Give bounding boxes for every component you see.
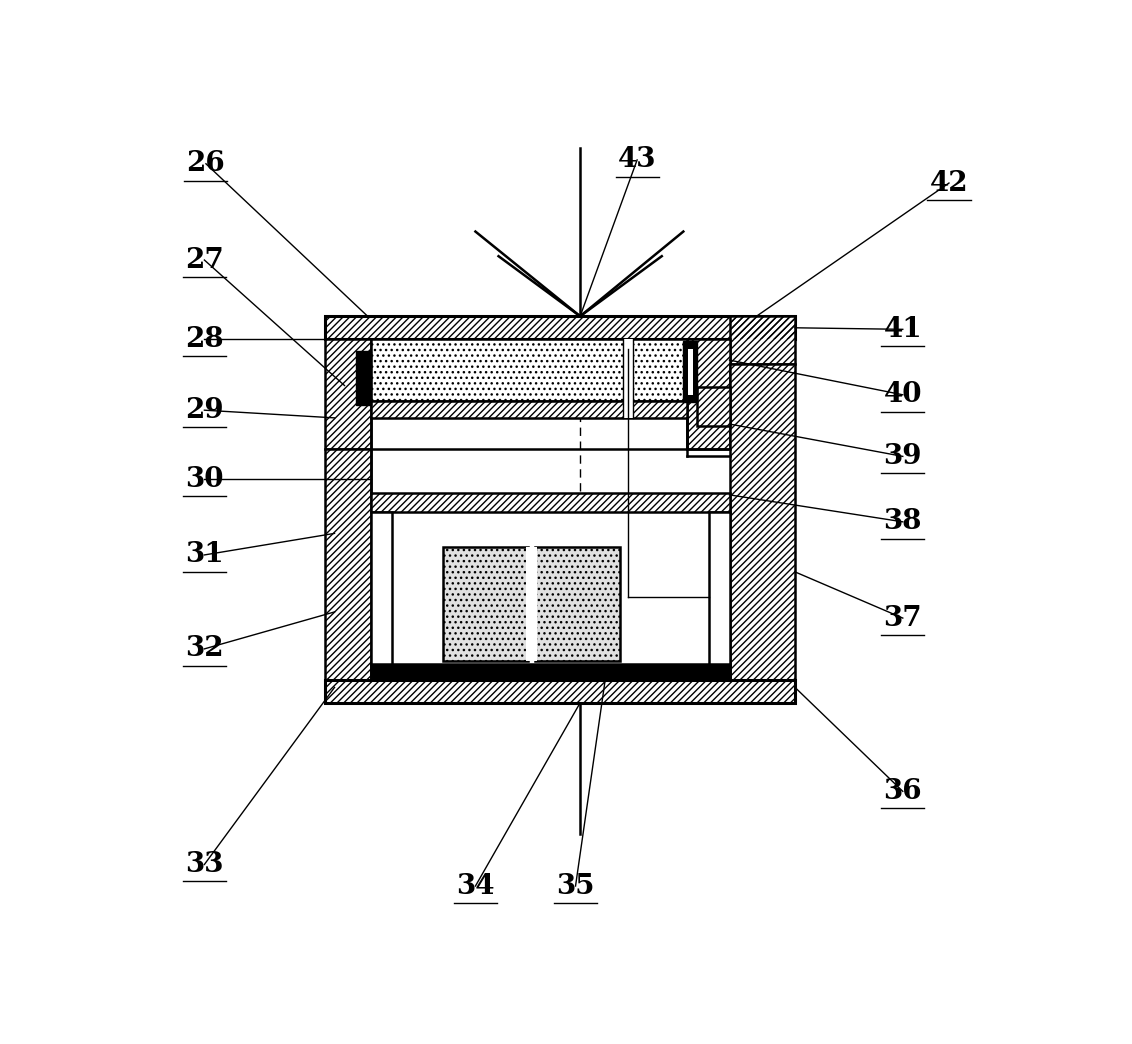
Bar	[325, 680, 795, 703]
Bar	[393, 512, 709, 664]
Text: 30: 30	[186, 466, 224, 493]
Bar	[729, 364, 795, 703]
Text: 29: 29	[185, 397, 224, 424]
Bar	[371, 664, 729, 680]
Bar	[684, 341, 697, 403]
Bar	[729, 316, 795, 364]
Bar	[729, 316, 795, 364]
Bar	[697, 387, 729, 426]
Text: 32: 32	[185, 636, 224, 662]
Text: 42: 42	[929, 169, 968, 196]
Bar	[687, 339, 729, 449]
Bar	[371, 418, 684, 494]
Text: 27: 27	[185, 246, 224, 274]
Text: 28: 28	[185, 326, 224, 353]
Text: 31: 31	[185, 542, 224, 568]
Text: 41: 41	[883, 316, 923, 342]
Bar	[325, 339, 371, 449]
Text: 43: 43	[618, 146, 657, 173]
Bar	[687, 339, 729, 449]
Bar	[535, 547, 620, 661]
Bar	[371, 401, 687, 418]
Text: 26: 26	[187, 150, 225, 177]
Bar	[624, 339, 633, 418]
Bar	[371, 494, 729, 512]
Text: 35: 35	[556, 873, 594, 900]
Bar	[325, 680, 795, 703]
Bar	[371, 449, 729, 680]
Bar	[371, 494, 729, 512]
Bar	[371, 512, 393, 680]
Bar	[535, 547, 620, 661]
Text: 37: 37	[883, 604, 923, 632]
Bar	[325, 449, 371, 703]
Text: 38: 38	[884, 508, 923, 536]
Bar	[325, 339, 371, 449]
Bar	[325, 316, 795, 339]
Bar	[443, 547, 528, 661]
Bar	[357, 351, 371, 405]
Bar	[526, 547, 537, 661]
Bar	[325, 316, 795, 703]
Bar	[371, 401, 687, 418]
Text: 36: 36	[883, 778, 923, 805]
Bar	[371, 339, 687, 401]
Bar	[325, 316, 795, 339]
Bar	[729, 364, 795, 703]
Bar	[697, 387, 729, 426]
Bar	[709, 512, 729, 680]
Text: 34: 34	[456, 873, 495, 900]
Bar	[371, 339, 687, 401]
Bar	[688, 349, 693, 395]
Bar	[443, 547, 528, 661]
Text: 33: 33	[186, 851, 224, 878]
Bar	[325, 449, 371, 703]
Text: 40: 40	[884, 381, 923, 408]
Text: 39: 39	[884, 443, 923, 470]
